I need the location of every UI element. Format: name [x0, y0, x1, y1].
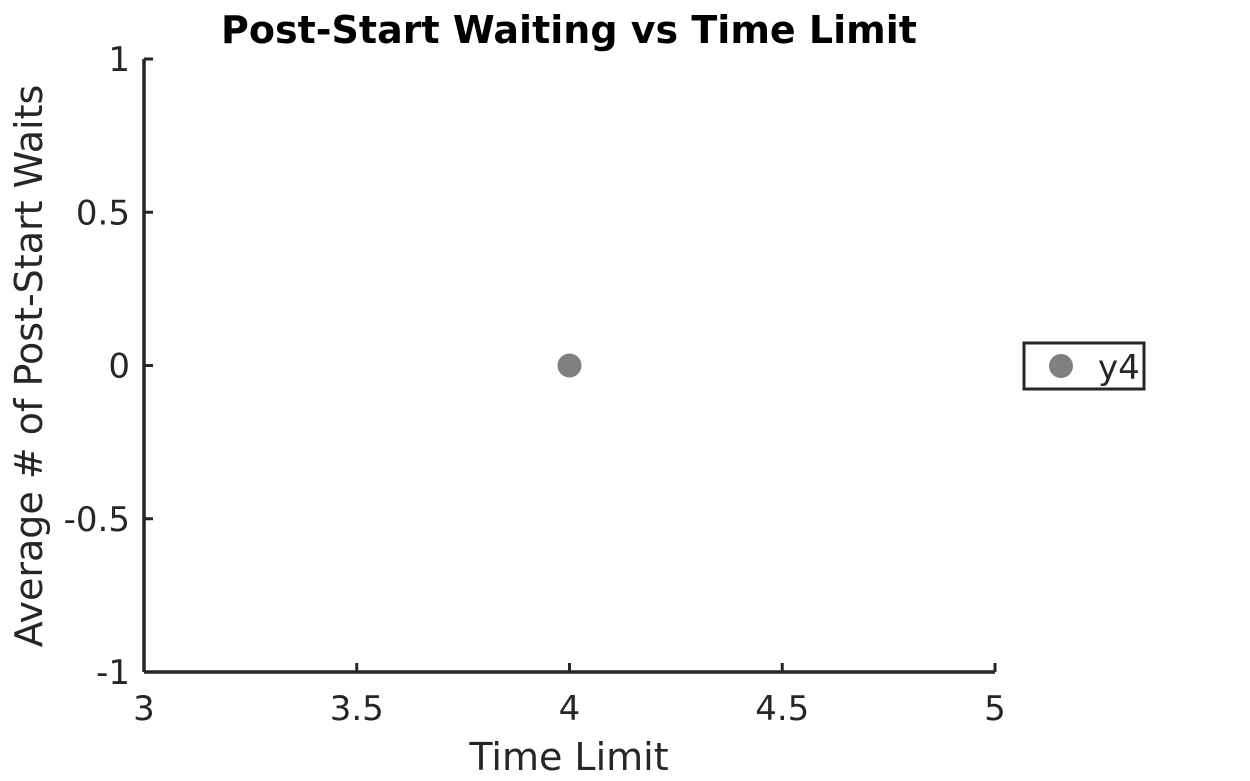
legend-label-y4: y4 — [1098, 348, 1140, 388]
legend-box — [1022, 341, 1146, 391]
x-tick-label: 3.5 — [330, 689, 384, 729]
legend-marker-y4 — [1049, 354, 1073, 378]
y-tick-label: -1 — [96, 653, 130, 693]
y-tick-label: 0.5 — [76, 193, 130, 233]
x-axis-label: Time Limit — [468, 735, 668, 779]
chart-title: Post-Start Waiting vs Time Limit — [221, 8, 917, 52]
x-tick-label: 4 — [559, 689, 581, 729]
x-tick-label: 5 — [984, 689, 1006, 729]
y-tick-label: 1 — [108, 40, 130, 80]
x-tick-label: 4.5 — [755, 689, 809, 729]
axes: 3 3.5 4 4.5 5 -1 -0.5 0 0.5 1 — [64, 40, 1006, 729]
data-point-y4[interactable] — [557, 353, 582, 378]
y-tick-label: -0.5 — [64, 500, 130, 540]
x-tick-label: 3 — [133, 689, 155, 729]
y-axis-label: Average # of Post-Start Waits — [7, 85, 51, 648]
y-tick-label: 0 — [108, 347, 130, 387]
data-points — [557, 353, 582, 378]
legend[interactable]: y4 — [1022, 341, 1146, 391]
